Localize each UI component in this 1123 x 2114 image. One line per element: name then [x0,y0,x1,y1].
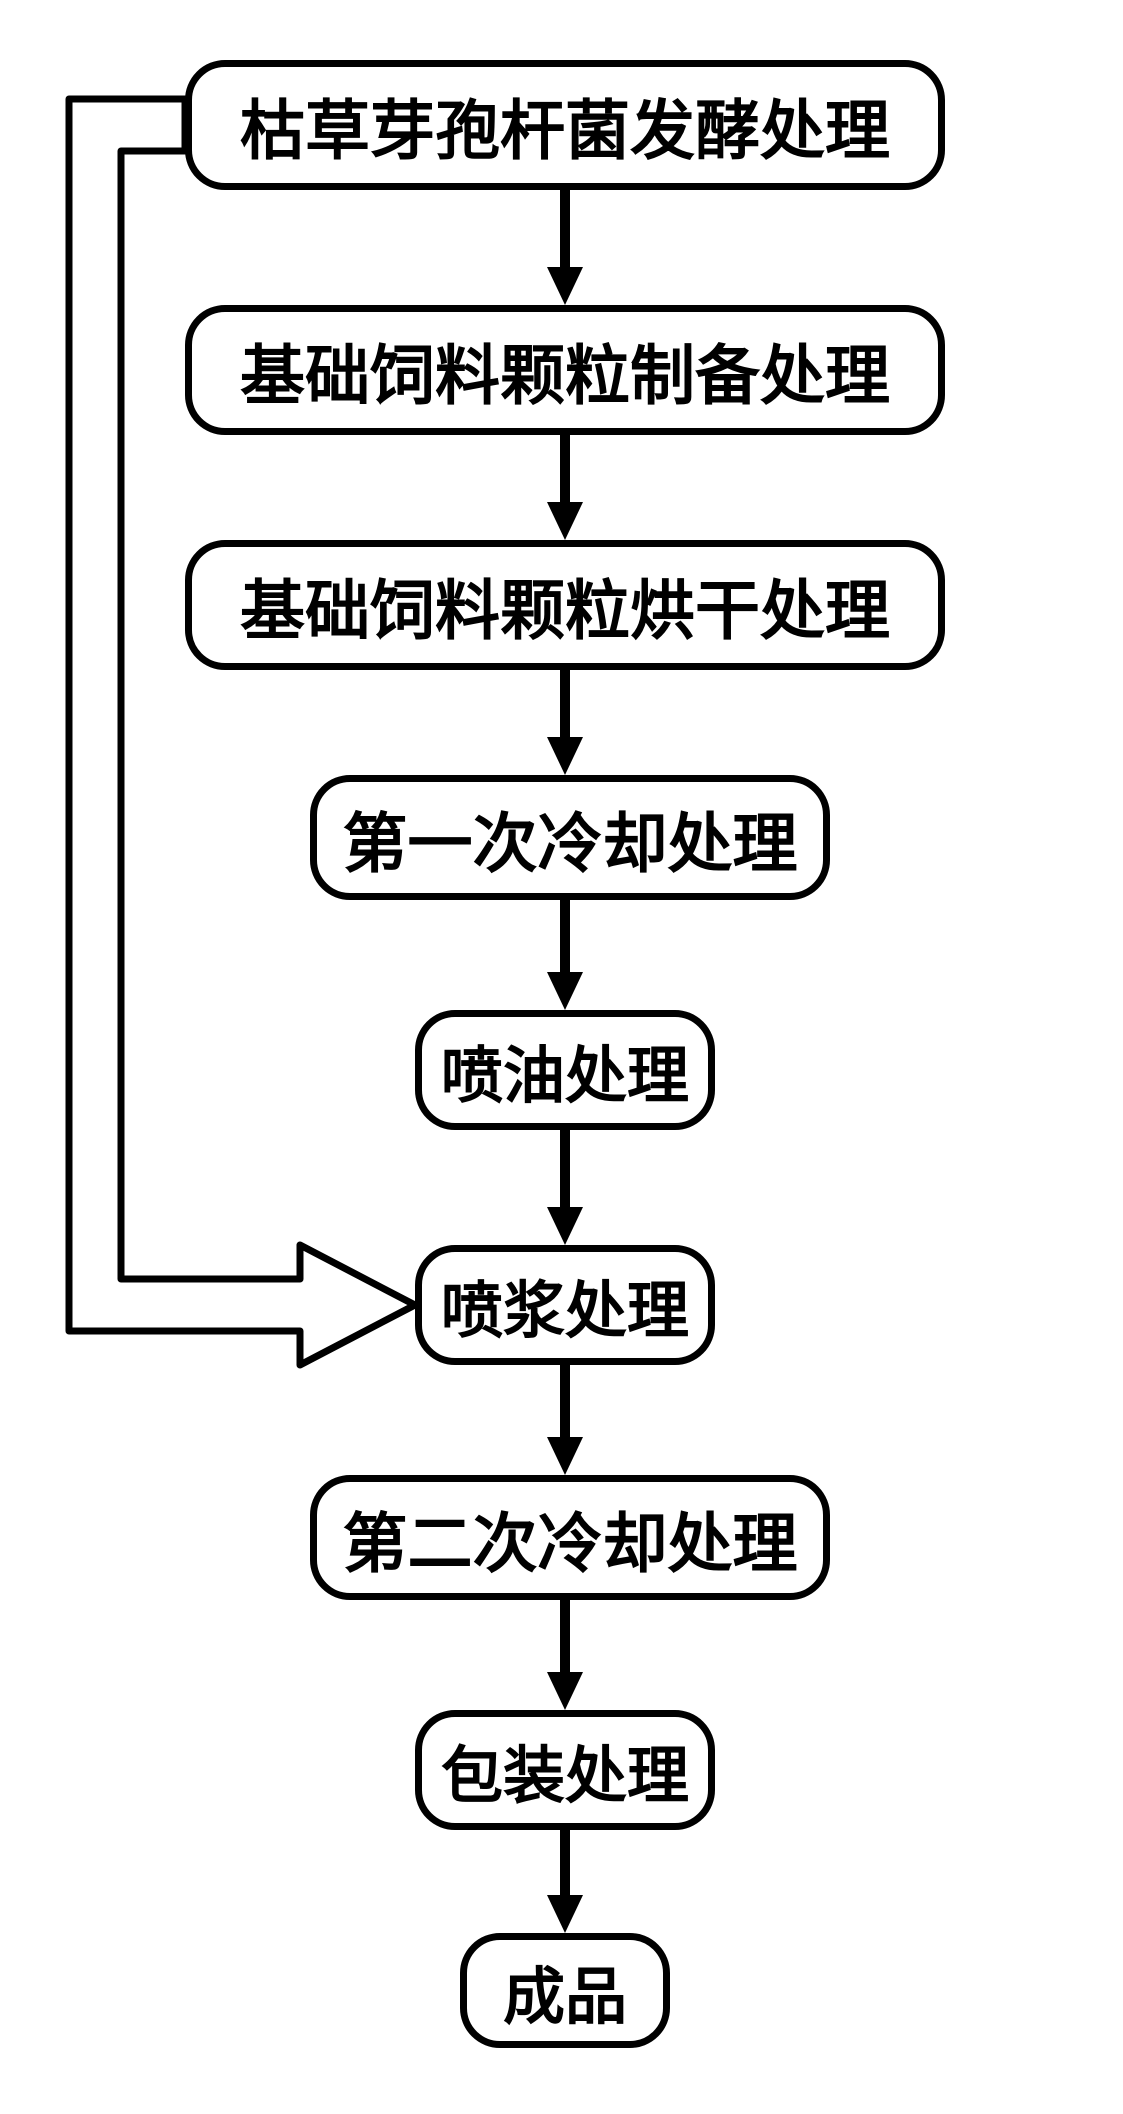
flowchart-node-label: 第二次冷却处理 [342,1491,797,1585]
flowchart-arrow-line [560,1600,570,1674]
flowchart-arrow-line [560,190,570,269]
flowchart-arrow-head [547,1437,583,1475]
flowchart-arrow-line [560,435,570,504]
flowchart-arrow-line [560,670,570,739]
flowchart-arrow-line [560,1830,570,1897]
flowchart-arrow-line [560,1130,570,1209]
flowchart-node-label: 成品 [503,1946,627,2036]
flowchart-arrow-head [547,972,583,1010]
flowchart-arrow-head [547,1672,583,1710]
flowchart-arrow-head [547,502,583,540]
flowchart-arrow-head [547,737,583,775]
flowchart-node-n7: 包装处理 [415,1710,715,1830]
flowchart-arrow-line [560,1365,570,1439]
flowchart-node-n4: 喷油处理 [415,1010,715,1130]
flowchart-arrow-line [560,900,570,974]
flowchart-feedback-arrow [49,89,425,1375]
flowchart-node-n8: 成品 [460,1933,670,2048]
flowchart-arrow-head [547,1895,583,1933]
flowchart-arrow-head [547,267,583,305]
flowchart-node-n6: 第二次冷却处理 [310,1475,830,1600]
flowchart-node-label: 喷油处理 [441,1025,689,1115]
flowchart-node-n5: 喷浆处理 [415,1245,715,1365]
flowchart-arrow-head [547,1207,583,1245]
flowchart-node-label: 包装处理 [441,1725,689,1815]
flowchart-node-label: 喷浆处理 [441,1260,689,1350]
